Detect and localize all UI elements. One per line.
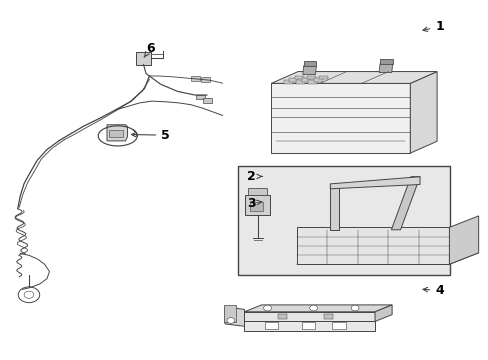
Bar — [224, 305, 236, 323]
Bar — [313, 78, 322, 81]
Text: 5: 5 — [131, 129, 169, 142]
Polygon shape — [374, 305, 391, 321]
Bar — [245, 195, 269, 215]
Text: 6: 6 — [144, 41, 155, 57]
Text: 3: 3 — [247, 197, 261, 210]
Polygon shape — [224, 307, 244, 326]
Bar — [294, 76, 303, 79]
Polygon shape — [302, 66, 316, 75]
Polygon shape — [390, 177, 419, 230]
Bar — [250, 202, 262, 211]
Bar — [109, 130, 123, 137]
Polygon shape — [448, 216, 478, 264]
Polygon shape — [379, 59, 392, 64]
Bar — [332, 322, 346, 329]
Bar — [278, 314, 286, 319]
Polygon shape — [378, 64, 392, 73]
Text: 2: 2 — [247, 170, 262, 183]
Bar — [247, 188, 267, 195]
Circle shape — [263, 305, 271, 311]
Bar — [203, 98, 211, 103]
Circle shape — [309, 305, 317, 311]
Polygon shape — [329, 184, 339, 230]
Circle shape — [350, 305, 358, 311]
Bar — [308, 80, 317, 84]
Polygon shape — [271, 84, 409, 153]
Polygon shape — [244, 321, 374, 331]
Polygon shape — [296, 228, 448, 264]
Bar — [201, 77, 209, 82]
Bar — [319, 76, 327, 79]
Bar — [301, 78, 310, 81]
Text: 1: 1 — [422, 20, 443, 33]
Bar — [284, 80, 292, 84]
Polygon shape — [271, 72, 436, 84]
Polygon shape — [329, 177, 419, 189]
Circle shape — [226, 318, 234, 323]
Bar — [238, 166, 449, 275]
Bar — [296, 80, 305, 84]
Circle shape — [18, 287, 40, 303]
Bar — [191, 76, 200, 81]
Polygon shape — [296, 253, 478, 264]
Bar — [324, 314, 332, 319]
Circle shape — [24, 291, 34, 298]
Bar — [306, 76, 315, 79]
Bar — [264, 322, 278, 329]
Text: 4: 4 — [422, 284, 443, 297]
Bar — [289, 78, 298, 81]
Polygon shape — [244, 305, 391, 312]
Polygon shape — [244, 312, 374, 321]
Polygon shape — [136, 52, 151, 64]
Polygon shape — [303, 61, 316, 66]
Polygon shape — [409, 72, 436, 153]
Polygon shape — [107, 125, 127, 141]
Bar — [301, 322, 315, 329]
Bar — [195, 95, 204, 99]
